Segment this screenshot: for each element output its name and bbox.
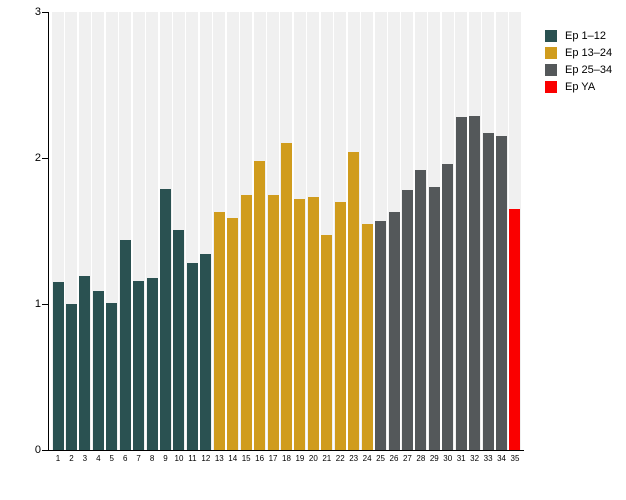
- y-axis-line: [48, 12, 49, 451]
- bar: [294, 198, 306, 450]
- y-axis-tick: [42, 12, 48, 13]
- x-axis-tick-label: 4: [96, 454, 101, 463]
- bar: [240, 194, 252, 450]
- x-axis-tick-label: 25: [376, 454, 385, 463]
- bar: [200, 254, 212, 450]
- x-axis-tick-label: 12: [201, 454, 211, 463]
- bar: [254, 160, 266, 450]
- x-axis-tick-label: 2: [69, 454, 74, 463]
- bar: [280, 143, 292, 450]
- x-axis-tick-label: 1: [55, 454, 61, 463]
- x-axis-tick-label: 5: [109, 454, 114, 463]
- bar: [334, 201, 346, 450]
- legend: Ep 1–12 Ep 13–24 Ep 25–34 Ep YA: [545, 30, 612, 98]
- x-axis-tick-label: 22: [335, 454, 345, 463]
- bar: [119, 239, 131, 450]
- x-axis-tick-label: 15: [241, 454, 251, 463]
- x-axis-tick-label: 34: [497, 454, 506, 463]
- legend-item: Ep 25–34: [545, 64, 612, 76]
- legend-swatch: [545, 30, 557, 42]
- x-axis-tick-label: 10: [174, 454, 184, 463]
- bar: [482, 133, 494, 450]
- x-axis-tick-label: 13: [214, 454, 224, 463]
- x-axis-tick-label: 16: [255, 454, 265, 463]
- bar: [321, 235, 333, 450]
- y-axis-tick-label: 1: [34, 298, 41, 310]
- bar: [267, 194, 279, 450]
- bar: [348, 152, 360, 450]
- x-axis-tick-label: 29: [429, 454, 439, 463]
- legend-item: Ep 13–24: [545, 47, 612, 59]
- bar: [428, 187, 440, 450]
- legend-label: Ep 25–34: [565, 64, 613, 76]
- x-axis-tick-label: 31: [456, 454, 466, 463]
- x-axis-tick-label: 28: [416, 454, 426, 463]
- x-axis-tick-label: 17: [268, 454, 278, 463]
- y-axis-tick: [42, 450, 48, 451]
- bar: [173, 229, 185, 450]
- x-axis-tick-label: 35: [510, 454, 520, 463]
- bar: [509, 209, 521, 450]
- y-axis-tick: [42, 304, 48, 305]
- x-axis-tick-label: 26: [389, 454, 399, 463]
- bar: [388, 212, 400, 450]
- bar: [469, 115, 481, 450]
- bar: [361, 223, 373, 450]
- bar: [415, 169, 427, 450]
- bar: [65, 304, 77, 450]
- bar: [52, 282, 64, 450]
- bar: [213, 212, 225, 450]
- x-axis-tick-label: 14: [228, 454, 238, 463]
- legend-swatch: [545, 64, 557, 76]
- y-axis-tick-label: 2: [34, 152, 41, 164]
- x-axis-line: [48, 450, 524, 451]
- legend-label: Ep 1–12: [565, 30, 606, 42]
- legend-swatch: [545, 47, 557, 59]
- y-axis-tick-label: 3: [34, 6, 41, 18]
- x-axis-tick-label: 33: [483, 454, 493, 463]
- y-axis-tick: [42, 158, 48, 159]
- x-axis-tick-label: 18: [282, 454, 291, 463]
- x-axis-tick-label: 24: [362, 454, 372, 463]
- x-axis-tick-label: 23: [349, 454, 359, 463]
- bar: [455, 117, 467, 450]
- x-axis-tick-label: 7: [136, 454, 141, 463]
- legend-label: Ep YA: [565, 81, 596, 93]
- y-axis-tick-label: 0: [34, 444, 41, 456]
- legend-swatch: [545, 81, 557, 93]
- bar: [79, 276, 91, 450]
- legend-item: Ep YA: [545, 81, 612, 93]
- x-axis-tick-label: 8: [149, 454, 155, 463]
- bar: [92, 290, 104, 450]
- x-axis-tick-label: 6: [122, 454, 128, 463]
- x-axis-tick-label: 19: [295, 454, 305, 463]
- bar: [227, 217, 239, 450]
- legend-label: Ep 13–24: [565, 47, 613, 59]
- bar: [160, 188, 172, 450]
- bar: [307, 197, 319, 450]
- bar: [401, 190, 413, 450]
- bar: [442, 163, 454, 450]
- x-axis-tick-label: 3: [82, 454, 88, 463]
- bar: [186, 263, 198, 450]
- x-axis-tick-label: 11: [188, 454, 197, 463]
- x-axis-tick-label: 30: [443, 454, 453, 463]
- x-axis-tick-label: 20: [308, 454, 318, 463]
- bar: [496, 136, 508, 450]
- bar: [106, 302, 118, 450]
- bar: [146, 277, 158, 450]
- x-axis-tick-label: 21: [322, 454, 332, 463]
- x-axis-tick-label: 9: [163, 454, 168, 463]
- x-axis-tick-label: 32: [470, 454, 480, 463]
- bar: [133, 280, 145, 450]
- bar: [375, 220, 387, 450]
- legend-item: Ep 1–12: [545, 30, 612, 42]
- x-axis-tick-label: 27: [402, 454, 412, 463]
